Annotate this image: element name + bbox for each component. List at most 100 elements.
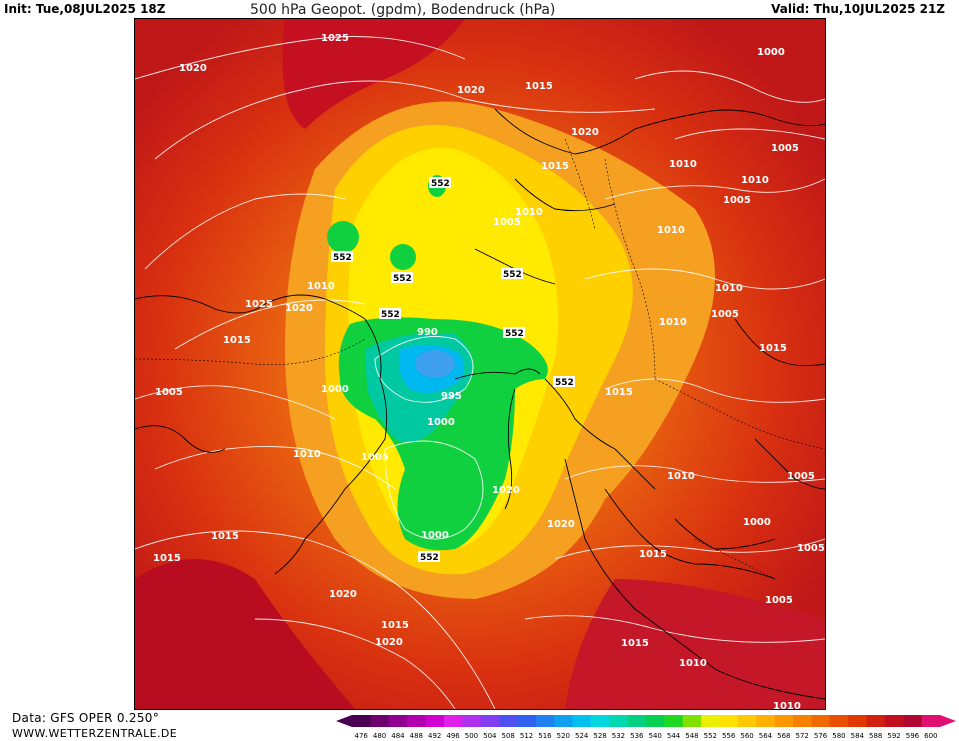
legend-tick-label: 580	[832, 732, 845, 740]
isobar-label: 1010	[669, 159, 697, 170]
legend-tick-label: 540	[649, 732, 662, 740]
isobar-label: 1015	[223, 335, 251, 346]
legend-tick-label: 496	[446, 732, 460, 740]
legend-tick-label: 500	[465, 732, 478, 740]
legend-swatch	[370, 715, 390, 727]
borders	[135, 138, 825, 580]
data-source: Data: GFS OPER 0.250°	[12, 711, 160, 725]
isobar-label: 1020	[329, 589, 357, 600]
legend-canvas: 476 480 484 488 492 496 500 504 508 512 516 520 524 5…	[336, 715, 956, 740]
legend-swatch	[462, 715, 482, 727]
legend-tick-label: 492	[428, 732, 441, 740]
legend-swatch	[866, 715, 886, 727]
legend-swatch	[793, 715, 812, 727]
legend-swatch	[646, 715, 665, 727]
legend-swatch	[811, 715, 831, 727]
isobar-lines	[135, 36, 825, 709]
isobar-label: 1020	[179, 63, 207, 74]
geopotential-label: 552	[420, 553, 439, 563]
isobar-label: 1015	[525, 81, 553, 92]
isobar-label: 1025	[321, 33, 349, 44]
legend-tick-label: 564	[759, 732, 773, 740]
isobar-label: 1000	[427, 417, 455, 428]
isobar-label: 1005	[723, 195, 751, 206]
legend-tick-label: 508	[502, 732, 515, 740]
low-center	[415, 350, 455, 378]
isobar-label: 1010	[741, 175, 769, 186]
legend-tick-label: 548	[685, 732, 698, 740]
geopotential-label: 552	[505, 329, 524, 339]
geopotential-label: 552	[393, 274, 412, 284]
legend-tick-label: 504	[483, 732, 497, 740]
legend-swatch	[499, 715, 518, 727]
legend-swatch	[590, 715, 610, 727]
isobar-label: 1000	[421, 530, 449, 541]
legend-swatch	[443, 715, 463, 727]
isobar-label: 1015	[153, 553, 181, 564]
legend-tick-label: 532	[612, 732, 625, 740]
isobar-label: 1010	[679, 658, 707, 669]
legend-swatch	[352, 715, 371, 727]
legend-swatch	[848, 715, 867, 727]
geopotential-label: 552	[555, 378, 574, 388]
geopotential-label: 552	[381, 310, 400, 320]
isobar-label: 1020	[547, 519, 575, 530]
legend-swatch	[921, 715, 941, 727]
isobar-label: 1015	[759, 343, 787, 354]
isobar-label: 1025	[245, 299, 273, 310]
legend-swatch	[829, 715, 849, 727]
legend-tick-label: 576	[814, 732, 828, 740]
legend-swatch	[701, 715, 720, 727]
geopotential-label: 552	[503, 270, 522, 280]
legend-tick-label: 528	[593, 732, 606, 740]
isobar-label: 1015	[211, 531, 239, 542]
legend-swatch	[884, 715, 904, 727]
isobar-label: 1020	[457, 85, 485, 96]
legend-tick-label: 552	[704, 732, 717, 740]
legend-tick-label: 568	[777, 732, 790, 740]
legend-tick-label: 592	[887, 732, 900, 740]
legend-swatch	[756, 715, 776, 727]
isobar-label: 1000	[321, 384, 349, 395]
website-link[interactable]: WWW.WETTERZENTRALE.DE	[12, 727, 178, 740]
init-time: Init: Tue,08JUL2025 18Z	[4, 2, 166, 16]
legend-tick-label: 512	[520, 732, 533, 740]
isobar-label: 1020	[571, 127, 599, 138]
legend-swatch	[425, 715, 445, 727]
legend-swatch	[554, 715, 573, 727]
isobar-label: 1015	[541, 161, 569, 172]
legend-tick-label: 480	[373, 732, 386, 740]
legend-tick-label: 556	[722, 732, 736, 740]
high-region-nw	[282, 19, 465, 129]
isobar-label: 1005	[155, 387, 183, 398]
isobar-label: 1000	[743, 517, 771, 528]
legend-tick-label: 536	[630, 732, 644, 740]
legend-swatch	[388, 715, 408, 727]
isobar-label: 1000	[757, 47, 785, 58]
legend-swatch	[535, 715, 555, 727]
legend-tick-label: 520	[557, 732, 570, 740]
legend-swatch	[609, 715, 629, 727]
legend-tick-label: 596	[906, 732, 920, 740]
isobar-label-group: 1025 1020 1020 1015 1020 1000 1015 1010 …	[153, 33, 825, 709]
legend-tick-label: 516	[538, 732, 552, 740]
legend-swatch	[407, 715, 426, 727]
legend-swatch	[719, 715, 739, 727]
map-canvas: 1025 1020 1020 1015 1020 1000 1015 1010 …	[135, 19, 825, 709]
legend-arrow-right	[940, 715, 956, 727]
legend-tick-label: 524	[575, 732, 589, 740]
isobar-label: 1010	[715, 283, 743, 294]
legend-swatch	[682, 715, 702, 727]
coastlines	[135, 108, 825, 700]
legend-tick-label: 488	[410, 732, 423, 740]
header-bar: Init: Tue,08JUL2025 18Z 500 hPa Geopot. …	[0, 0, 959, 18]
isobar-label: 1020	[375, 637, 403, 648]
weather-map: 1025 1020 1020 1015 1020 1000 1015 1010 …	[134, 18, 826, 710]
legend-tick-label: 572	[796, 732, 809, 740]
legend-tick-label: 484	[391, 732, 405, 740]
isobar-label: 1005	[771, 143, 799, 154]
legend-arrow-left	[336, 715, 352, 727]
isobar-label: 1010	[659, 317, 687, 328]
cutoff-low-2	[390, 244, 416, 270]
isobar-label: 1005	[765, 595, 793, 606]
